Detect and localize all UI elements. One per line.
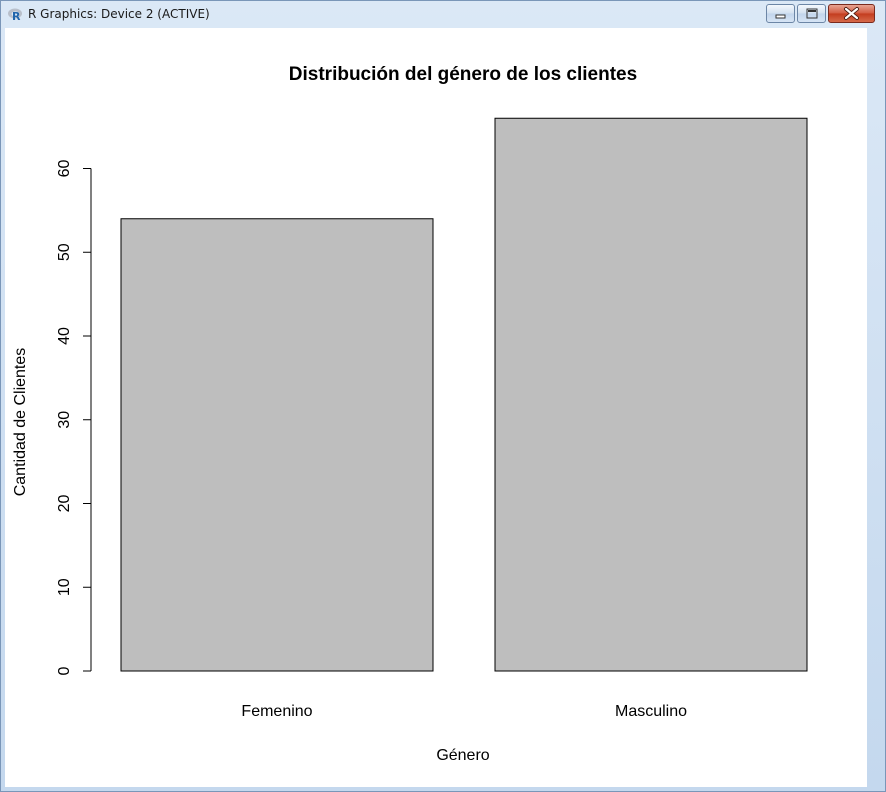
- minimize-icon: [775, 14, 786, 19]
- r-logo-icon: R: [8, 8, 22, 22]
- close-icon: [844, 7, 859, 20]
- y-tick-label: 10: [56, 578, 73, 596]
- y-tick-label: 40: [56, 327, 73, 345]
- plot-canvas: Distribución del género de los clientes …: [5, 28, 867, 787]
- bar-chart: Distribución del género de los clientes …: [12, 64, 808, 764]
- bars: [120, 117, 808, 672]
- x-tick-labels: Femenino Masculino: [241, 703, 687, 720]
- y-tick-label: 30: [56, 411, 73, 429]
- bar-femenino: [120, 218, 434, 672]
- x-axis-label: Género: [436, 747, 489, 764]
- bar-masculino: [494, 117, 808, 672]
- y-axis: 0 10 20 30 40 50 60: [56, 160, 92, 675]
- svg-text:R: R: [12, 10, 21, 22]
- maximize-button[interactable]: [797, 4, 826, 23]
- maximize-icon: [806, 8, 818, 19]
- y-tick-label: 20: [56, 495, 73, 513]
- close-button[interactable]: [828, 4, 875, 23]
- y-axis-label: Cantidad de Clientes: [12, 348, 29, 497]
- title-bar[interactable]: R R Graphics: Device 2 (ACTIVE): [1, 1, 885, 28]
- y-tick-label: 50: [56, 243, 73, 261]
- x-tick-label: Femenino: [241, 703, 312, 720]
- x-tick-label: Masculino: [615, 703, 687, 720]
- window-title: R Graphics: Device 2 (ACTIVE): [28, 7, 210, 21]
- y-tick-label: 60: [56, 160, 73, 178]
- minimize-button[interactable]: [766, 4, 795, 23]
- y-tick-label: 0: [56, 666, 73, 675]
- chart-title: Distribución del género de los clientes: [289, 64, 637, 85]
